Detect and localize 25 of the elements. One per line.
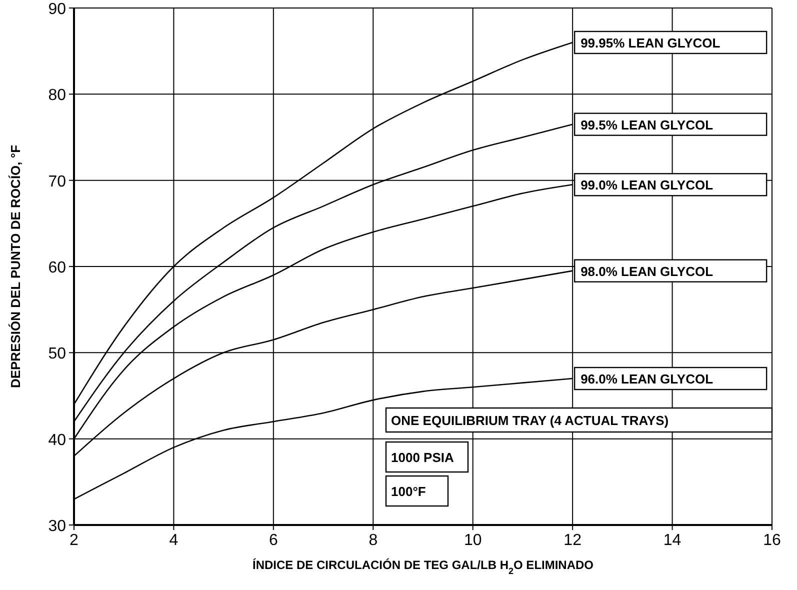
x-tick-label: 14 <box>663 532 682 549</box>
annotation: ONE EQUILIBRIUM TRAY (4 ACTUAL TRAYS) <box>391 413 669 428</box>
x-tick-label: 12 <box>564 532 582 549</box>
x-tick-label: 2 <box>70 532 79 549</box>
y-axis-title: DEPRESIÓN DEL PUNTO DE ROCÍO, °F <box>8 144 23 388</box>
annotation: 100°F <box>391 484 426 499</box>
annotation: 1000 PSIA <box>391 450 454 465</box>
y-tick-label: 40 <box>48 432 66 449</box>
y-tick-label: 70 <box>48 173 66 190</box>
series-label: 98.0% LEAN GLYCOL <box>580 264 714 279</box>
x-axis-title: ÍNDICE DE CIRCULACIÓN DE TEG GAL/LB H$_{2}$O ELIMINADO <box>252 558 594 576</box>
x-tick-label: 10 <box>464 532 482 549</box>
y-tick-label: 30 <box>48 518 66 535</box>
x-tick-label: 8 <box>368 532 378 549</box>
y-tick-label: 50 <box>48 346 66 363</box>
series-label: 99.95% LEAN GLYCOL <box>580 35 720 50</box>
y-tick-label: 90 <box>48 1 66 18</box>
series-label: 99.5% LEAN GLYCOL <box>580 117 714 132</box>
x-tick-label: 16 <box>763 532 781 549</box>
x-tick-label: 6 <box>268 532 278 549</box>
x-tick-label: 4 <box>169 532 178 549</box>
series-label: 99.0% LEAN GLYCOL <box>580 178 714 193</box>
series-label: 96.0% LEAN GLYCOL <box>580 372 714 387</box>
y-tick-label: 60 <box>48 260 66 276</box>
y-tick-label: 80 <box>48 87 66 104</box>
